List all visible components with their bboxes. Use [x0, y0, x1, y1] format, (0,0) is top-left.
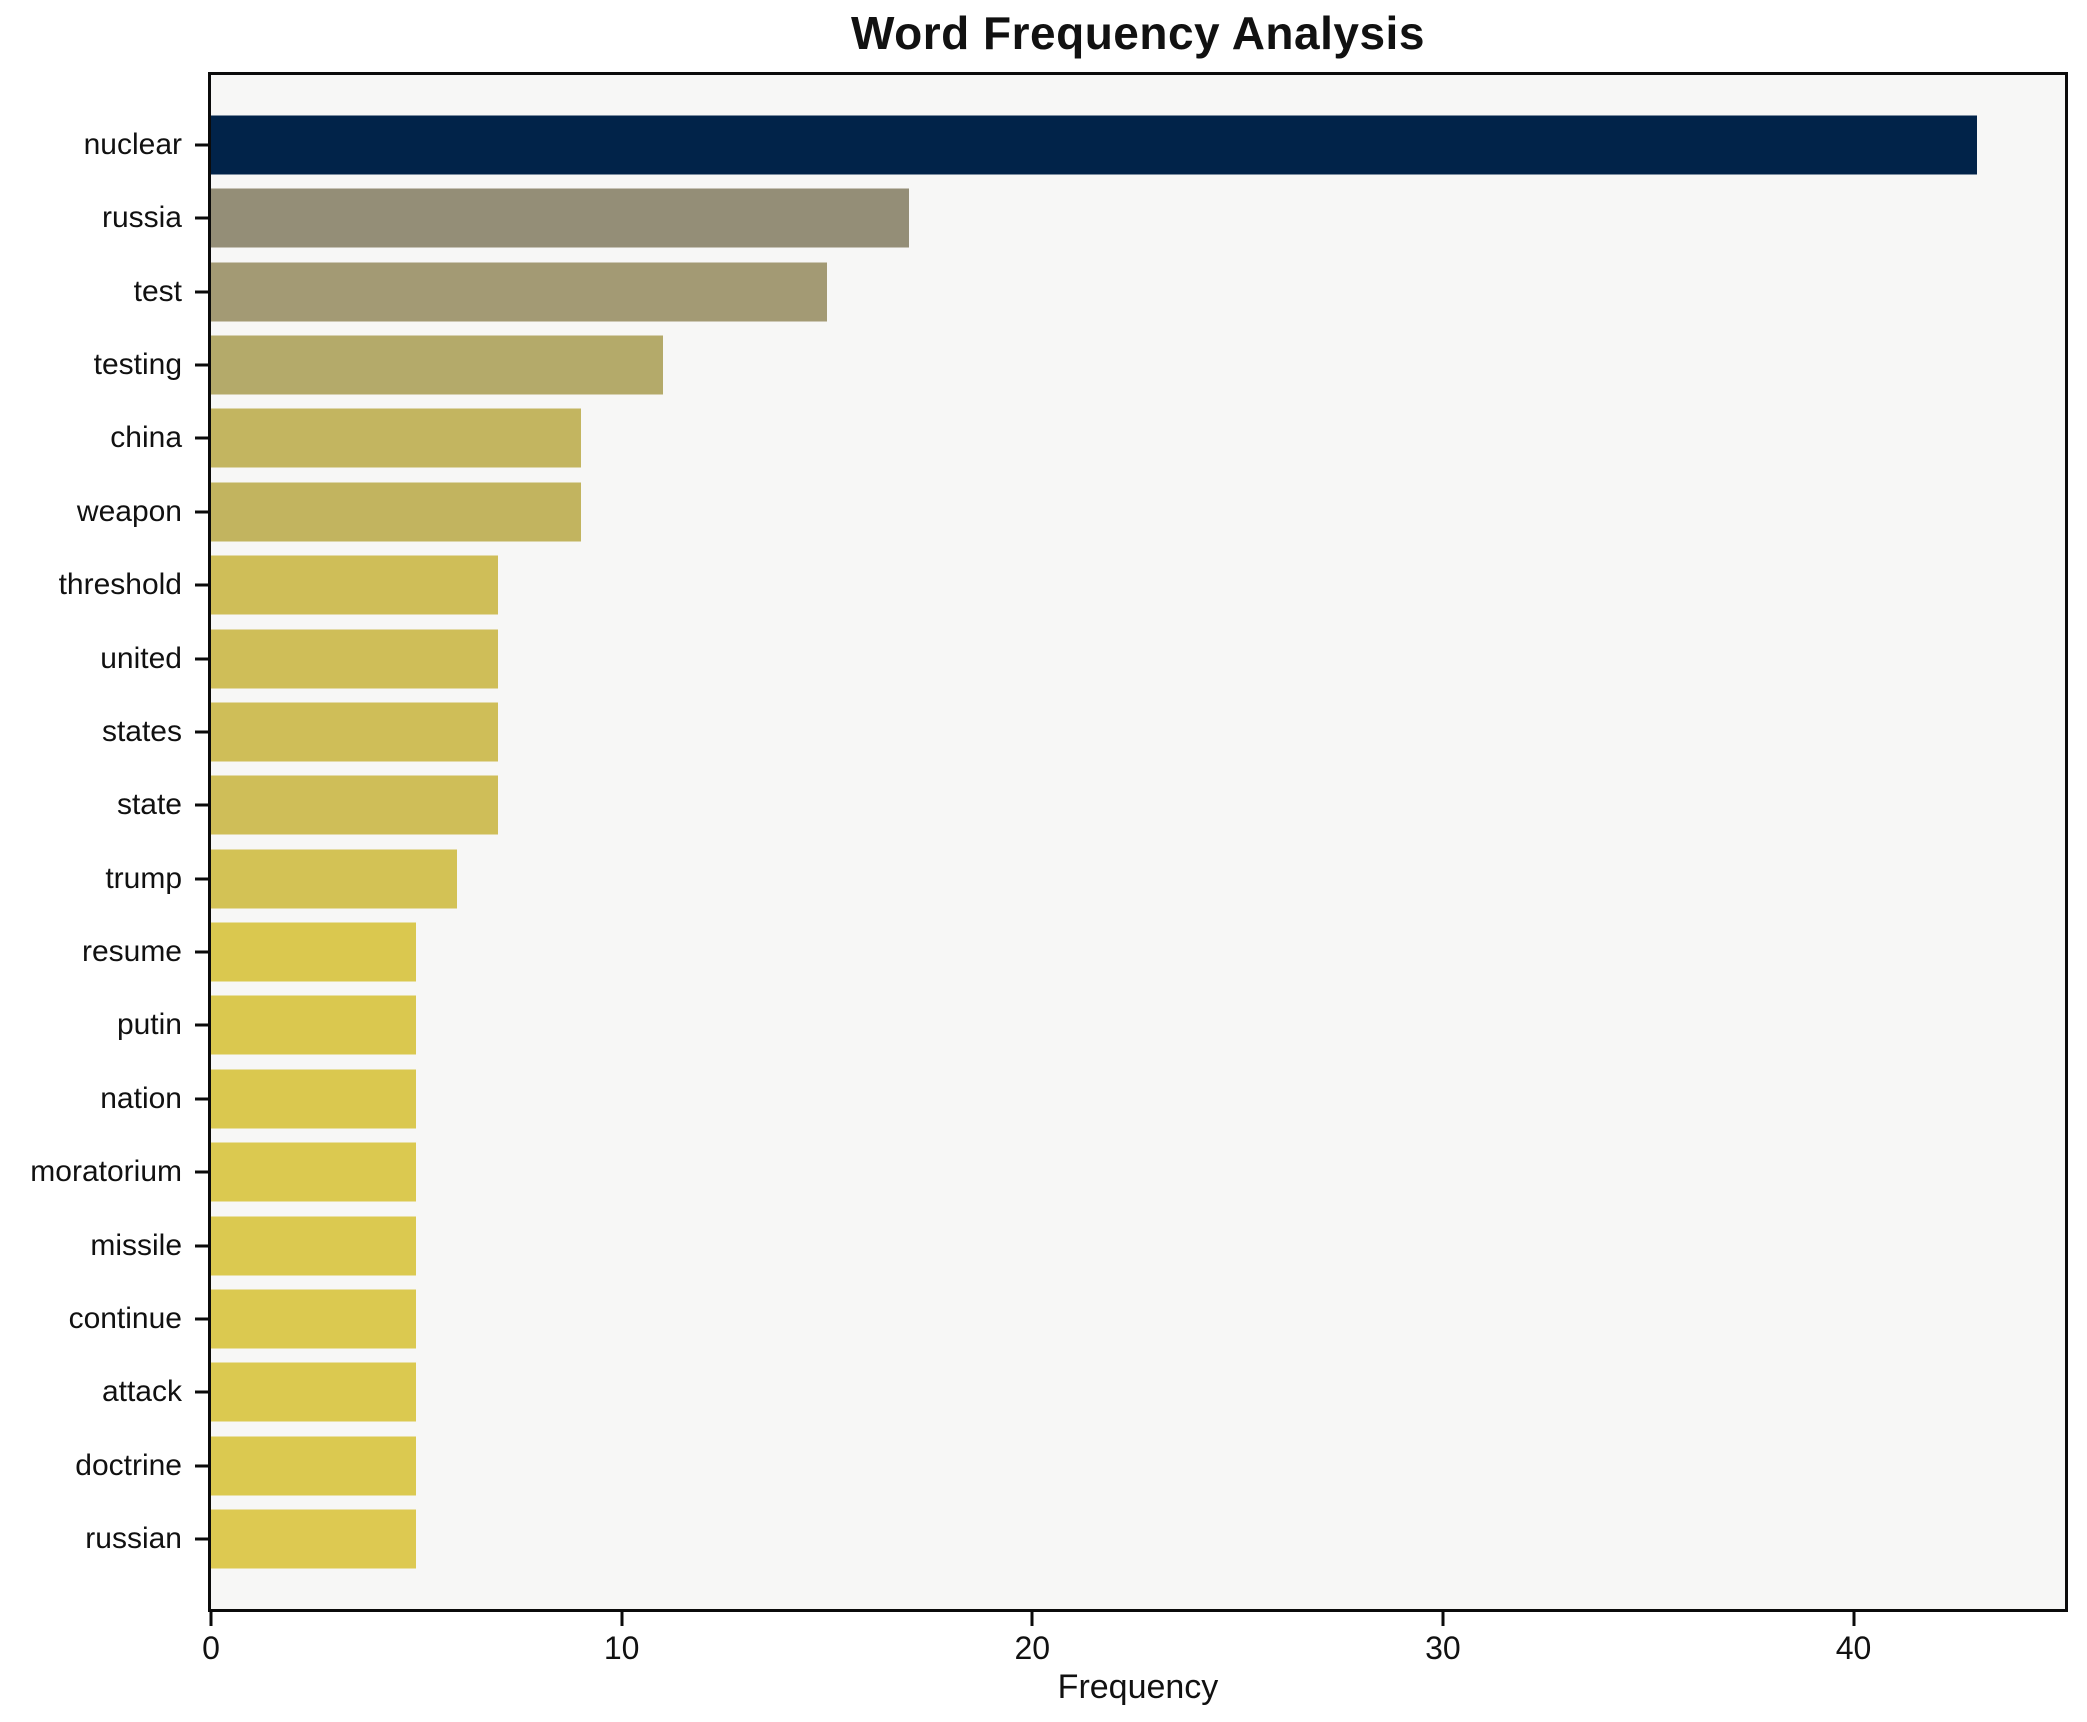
y-tick-label-united: united: [100, 641, 182, 675]
bar-testing: [211, 335, 663, 395]
y-tick-label-weapon: weapon: [76, 494, 182, 528]
y-tick-label-russian: russian: [85, 1522, 182, 1556]
y-axis-labels: nuclear russia test testing china weapon thres…: [0, 75, 208, 1609]
y-tick-label-nation: nation: [100, 1081, 182, 1115]
bar-moratorium: [211, 1142, 417, 1202]
y-tick-label-states: states: [101, 714, 182, 748]
bar-weapon: [211, 482, 581, 542]
bar-attack: [211, 1362, 417, 1422]
y-tick-mark: [195, 730, 208, 734]
y-tick-mark: [195, 436, 208, 440]
bar-russian: [211, 1509, 417, 1569]
y-tick-mark: [195, 363, 208, 367]
x-tick-label-10: 10: [603, 1630, 640, 1666]
y-tick-mark: [195, 1464, 208, 1468]
bar-nuclear: [211, 115, 1977, 175]
bar-threshold: [211, 555, 499, 615]
bars-layer: [211, 75, 2065, 1609]
y-tick-label-putin: putin: [116, 1008, 182, 1042]
y-tick-mark: [195, 803, 208, 807]
y-tick-label-doctrine: doctrine: [75, 1448, 182, 1482]
y-tick-label-testing: testing: [93, 347, 182, 381]
y-tick-mark: [195, 877, 208, 881]
y-tick-mark: [195, 657, 208, 660]
y-tick-label-state: state: [116, 788, 182, 822]
y-tick-mark: [195, 1537, 208, 1541]
bar-test: [211, 262, 827, 322]
y-tick-label-test: test: [133, 274, 182, 308]
x-tick-mark: [620, 1612, 624, 1626]
y-tick-mark: [195, 1317, 208, 1321]
y-tick-mark: [195, 510, 208, 514]
bar-resume: [211, 922, 417, 982]
y-tick-label-missile: missile: [90, 1228, 182, 1262]
y-tick-mark: [195, 216, 208, 220]
y-tick-mark: [195, 1244, 208, 1248]
x-tick-mark: [1030, 1612, 1034, 1626]
y-tick-label-china: china: [110, 421, 182, 455]
bar-missile: [211, 1216, 417, 1276]
bar-nation: [211, 1069, 417, 1129]
y-tick-mark: [195, 290, 208, 294]
y-tick-label-resume: resume: [81, 935, 182, 969]
x-tick-label-20: 20: [1014, 1630, 1051, 1666]
plot-area: [208, 72, 2068, 1612]
y-tick-mark: [195, 1023, 208, 1027]
x-tick-mark: [209, 1612, 213, 1626]
bar-trump: [211, 849, 458, 909]
bar-state: [211, 775, 499, 835]
x-tick-label-30: 30: [1425, 1630, 1461, 1666]
y-tick-label-moratorium: moratorium: [30, 1155, 182, 1189]
bar-china: [211, 408, 581, 468]
y-tick-label-nuclear: nuclear: [83, 127, 182, 161]
bar-continue: [211, 1289, 417, 1349]
x-tick-mark: [1852, 1612, 1856, 1626]
y-tick-label-russia: russia: [101, 201, 182, 235]
y-tick-label-trump: trump: [105, 861, 182, 895]
x-axis-ticks: 0 10 20 30 40: [202, 1612, 2065, 1672]
bar-doctrine: [211, 1436, 417, 1496]
x-tick-label-40: 40: [1835, 1630, 1872, 1666]
y-tick-mark: [195, 950, 208, 954]
bar-russia: [211, 188, 910, 248]
x-tick-label-0: 0: [202, 1630, 220, 1666]
y-tick-label-threshold: threshold: [58, 568, 182, 602]
y-tick-mark: [195, 143, 208, 147]
y-tick-mark: [195, 1097, 208, 1101]
bar-united: [211, 629, 499, 688]
y-tick-mark: [195, 583, 208, 587]
y-tick-mark: [195, 1170, 208, 1174]
y-tick-label-continue: continue: [68, 1302, 182, 1336]
x-tick-mark: [1441, 1612, 1445, 1626]
x-axis-label: Frequency: [1057, 1668, 1219, 1706]
y-tick-mark: [195, 1390, 208, 1394]
bar-states: [211, 702, 499, 762]
chart-title: Word Frequency Analysis: [851, 7, 1425, 59]
y-tick-label-attack: attack: [101, 1375, 182, 1409]
bar-putin: [211, 995, 417, 1055]
